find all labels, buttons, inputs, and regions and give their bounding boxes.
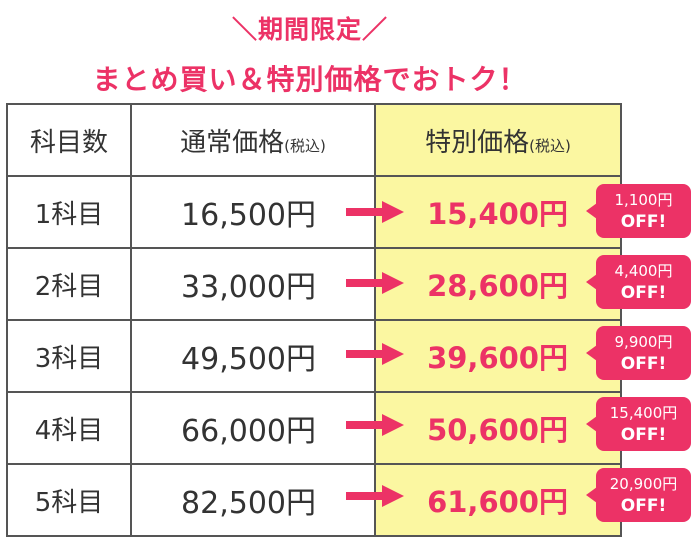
discount-amount: 15,400円 (609, 404, 678, 422)
header-regular-price: 通常価格(税込) (130, 103, 376, 177)
header-regular-tax: (税込) (284, 136, 326, 155)
header-regular-label: 通常価格 (180, 127, 285, 158)
discount-off-label: OFF! (620, 283, 667, 303)
headline-limited-time: ＼期間限定／ (231, 15, 388, 44)
row-subjects: 4科目 (6, 391, 132, 465)
right-arrow-icon (346, 272, 404, 294)
row-regular-price: 82,500円 (130, 463, 376, 537)
row-regular-price: 33,000円 (130, 247, 376, 321)
discount-badge: 9,900円 OFF! (586, 326, 691, 380)
discount-off-label: OFF! (620, 212, 667, 232)
row-special-price: 39,600円 (374, 319, 622, 393)
right-arrow-icon (346, 201, 404, 223)
row-special-price: 15,400円 (374, 175, 622, 249)
header-special-price: 特別価格(税込) (374, 103, 622, 177)
header-special-tax: (税込) (529, 136, 571, 155)
row-special-price: 50,600円 (374, 391, 622, 465)
header-special-label: 特別価格 (425, 127, 530, 158)
discount-amount: 4,400円 (614, 262, 673, 280)
table-row: 2科目 33,000円 28,600円 (6, 247, 622, 321)
right-arrow-icon (346, 343, 404, 365)
discount-amount: 1,100円 (614, 191, 673, 209)
discount-off-label: OFF! (620, 425, 667, 445)
discount-badge: 20,900円 OFF! (586, 468, 691, 522)
row-subjects: 2科目 (6, 247, 132, 321)
row-subjects: 5科目 (6, 463, 132, 537)
discount-badge: 1,100円 OFF! (586, 184, 691, 238)
row-subjects: 1科目 (6, 175, 132, 249)
discount-off-label: OFF! (620, 496, 667, 516)
row-special-price: 61,600円 (374, 463, 622, 537)
row-regular-price: 49,500円 (130, 319, 376, 393)
table-row: 3科目 49,500円 39,600円 (6, 319, 622, 393)
right-arrow-icon (346, 485, 404, 507)
discount-amount: 9,900円 (614, 333, 673, 351)
table-header-row: 科目数 通常価格(税込) 特別価格(税込) (6, 103, 622, 177)
header-subjects: 科目数 (6, 103, 132, 177)
row-special-price: 28,600円 (374, 247, 622, 321)
price-table: 科目数 通常価格(税込) 特別価格(税込) 1科目 16,500円 15,400… (6, 103, 622, 537)
discount-off-label: OFF! (620, 354, 667, 374)
row-regular-price: 16,500円 (130, 175, 376, 249)
discount-badge: 4,400円 OFF! (586, 255, 691, 309)
right-arrow-icon (346, 414, 404, 436)
row-subjects: 3科目 (6, 319, 132, 393)
table-row: 4科目 66,000円 50,600円 (6, 391, 622, 465)
headline-bulk-discount: まとめ買い＆特別価格でおトク！ (92, 63, 528, 96)
discount-badge: 15,400円 OFF! (586, 397, 691, 451)
table-row: 5科目 82,500円 61,600円 (6, 463, 622, 537)
discount-amount: 20,900円 (609, 475, 678, 493)
row-regular-price: 66,000円 (130, 391, 376, 465)
table-row: 1科目 16,500円 15,400円 (6, 175, 622, 249)
